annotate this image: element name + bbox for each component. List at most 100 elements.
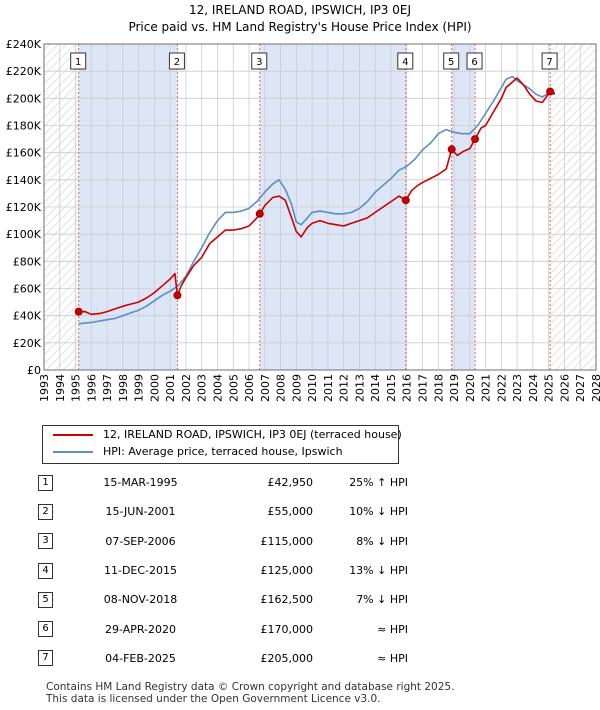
x-tick-label: 2023: [511, 374, 524, 402]
y-tick-label: £240K: [6, 38, 42, 51]
copyright-notice: Contains HM Land Registry data © Crown c…: [46, 681, 455, 693]
sale-number: 4: [38, 562, 53, 579]
sale-number-box: [70, 52, 87, 70]
sale-price: £125,000: [260, 564, 314, 578]
sale-price: £170,000: [260, 622, 314, 636]
sale-price: £42,950: [267, 476, 314, 490]
sale-number: 2: [38, 503, 53, 520]
table-row: 4 11-DEC-2015 £125,000 13% ↓ HPI: [38, 556, 408, 585]
plot-frame: [43, 43, 597, 371]
sale-number-box: [466, 52, 483, 70]
y-tick-label: £140K: [6, 174, 42, 187]
sale-hpi-relation: 7% ↓ HPI: [356, 593, 408, 607]
price-chart: £0 £20K £40K £60K £80K £100K £120K £140K £160K £1…: [6, 38, 600, 402]
table-row: 3 07-SEP-2006 £115,000 8% ↓ HPI: [38, 527, 408, 556]
sale-number: 6: [38, 621, 53, 638]
x-tick-label: 2006: [243, 374, 256, 402]
x-tick-label: 2005: [227, 374, 240, 402]
legend-label-hpi: HPI: Average price, terraced house, Ipsw…: [103, 445, 343, 458]
sale-number-box: [168, 52, 185, 70]
legend-item-hpi: HPI: Average price, terraced house, Ipsw…: [53, 445, 343, 461]
x-tick-label: 2002: [180, 374, 193, 402]
x-tick-label: 2026: [558, 374, 571, 402]
sale-number: 5: [38, 591, 53, 608]
sale-date: 15-JUN-2001: [105, 505, 176, 519]
legend-swatch-price: [53, 434, 93, 436]
sale-date: 15-MAR-1995: [103, 476, 178, 490]
sale-hpi-relation: 13% ↓ HPI: [349, 564, 408, 578]
x-tick-label: 2027: [574, 374, 587, 402]
sale-number-label: 1: [75, 57, 81, 68]
sale-hpi-relation: ≈ HPI: [377, 651, 408, 665]
x-tick-label: 1995: [70, 374, 83, 402]
y-tick-label: £0: [27, 364, 41, 377]
table-row: 6 29-APR-2020 £170,000 ≈ HPI: [38, 614, 408, 643]
y-tick-label: £60K: [13, 283, 42, 296]
legend-item-price: 12, IRELAND ROAD, IPSWICH, IP3 0EJ (terr…: [53, 428, 402, 444]
chart-subtitle: Price paid vs. HM Land Registry's House …: [128, 20, 472, 34]
sale-hpi-relation: ≈ HPI: [377, 622, 408, 636]
y-tick-label: £160K: [6, 147, 42, 160]
y-tick-label: £220K: [6, 65, 42, 78]
legend: 12, IRELAND ROAD, IPSWICH, IP3 0EJ (terr…: [42, 425, 402, 464]
sale-number: 7: [38, 650, 53, 667]
sale-date: 11-DEC-2015: [103, 564, 178, 578]
y-tick-label: £40K: [13, 310, 42, 323]
x-tick-label: 2008: [275, 374, 288, 402]
x-tick-label: 2021: [480, 374, 493, 402]
x-tick-label: 2028: [590, 374, 600, 402]
sale-number-box: [443, 52, 460, 70]
table-row: 5 08-NOV-2018 £162,500 7% ↓ HPI: [38, 585, 408, 614]
sale-date: 04-FEB-2025: [105, 651, 176, 665]
y-tick-label: £200K: [6, 92, 42, 105]
sale-date: 08-NOV-2018: [103, 593, 178, 607]
x-tick-label: 2018: [432, 374, 445, 402]
sale-number: 1: [38, 474, 53, 491]
sale-number: 3: [38, 533, 53, 550]
sale-number-label: 7: [546, 57, 552, 68]
x-tick-label: 2007: [259, 374, 272, 402]
x-tick-label: 1998: [117, 374, 130, 402]
x-tick-label: 2017: [417, 374, 430, 402]
sale-hpi-relation: 10% ↓ HPI: [349, 505, 408, 519]
sale-point: [173, 291, 182, 300]
sale-price: £162,500: [260, 593, 314, 607]
x-tick-label: 2020: [464, 374, 477, 402]
licence-notice: This data is licensed under the Open Gov…: [46, 693, 381, 705]
sale-point: [401, 196, 410, 205]
x-tick-label: 2015: [385, 374, 398, 402]
x-tick-label: 2025: [543, 374, 556, 402]
table-row: 2 15-JUN-2001 £55,000 10% ↓ HPI: [38, 497, 408, 526]
table-row: 7 04-FEB-2025 £205,000 ≈ HPI: [38, 644, 408, 673]
legend-label-price: 12, IRELAND ROAD, IPSWICH, IP3 0EJ (terr…: [103, 428, 402, 441]
sale-number-box: [541, 52, 558, 70]
sale-number-box: [397, 52, 414, 70]
sale-number-label: 5: [448, 57, 454, 68]
sale-price: £205,000: [260, 651, 314, 665]
sale-number-label: 6: [471, 57, 477, 68]
x-tick-label: 1996: [85, 374, 98, 402]
sale-point: [255, 209, 264, 218]
x-tick-label: 2003: [196, 374, 209, 402]
x-tick-label: 2010: [306, 374, 319, 402]
legend-swatch-hpi: [53, 451, 93, 453]
y-tick-label: £20K: [13, 337, 42, 350]
sale-date: 29-APR-2020: [104, 622, 177, 636]
sale-point: [74, 307, 83, 316]
x-tick-label: 2014: [369, 374, 382, 402]
x-tick-label: 2012: [338, 374, 351, 402]
x-tick-label: 1993: [38, 374, 51, 402]
sale-number-label: 3: [256, 57, 262, 68]
x-tick-label: 2022: [495, 374, 508, 402]
table-row: 1 15-MAR-1995 £42,950 25% ↑ HPI: [38, 468, 408, 497]
x-tick-label: 2019: [448, 374, 461, 402]
sale-point: [546, 87, 555, 96]
x-tick-label: 2004: [211, 374, 224, 402]
x-tick-label: 2000: [148, 374, 161, 402]
x-tick-label: 2011: [322, 374, 335, 402]
x-tick-label: 2013: [353, 374, 366, 402]
x-tick-label: 2009: [290, 374, 303, 402]
y-tick-label: £120K: [6, 201, 42, 214]
chart-title: 12, IRELAND ROAD, IPSWICH, IP3 0EJ: [188, 3, 412, 17]
y-tick-label: £180K: [6, 120, 42, 133]
